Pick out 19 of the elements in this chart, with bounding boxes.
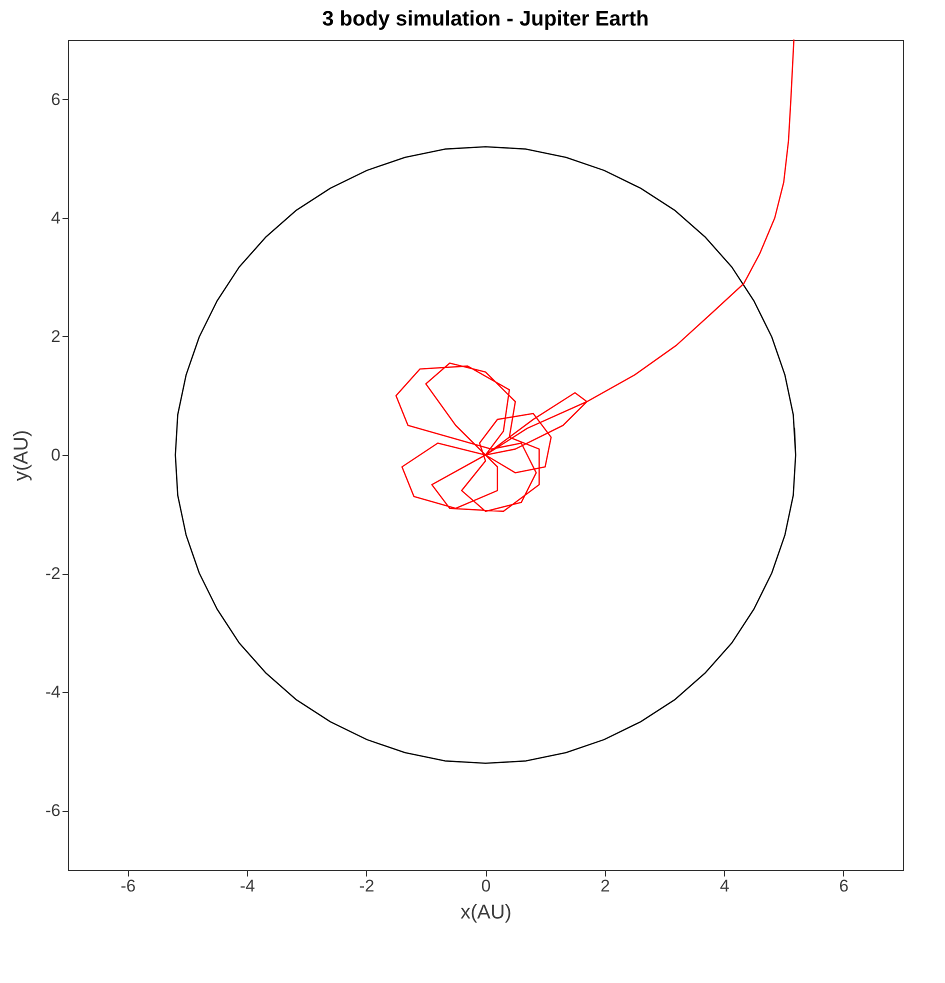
x-tick-label: 0 xyxy=(481,876,491,896)
x-tick-label: -4 xyxy=(240,876,255,896)
x-tick-label: 4 xyxy=(720,876,730,896)
x-tick-label: 2 xyxy=(600,876,610,896)
y-tick-label: -6 xyxy=(45,801,60,820)
y-tick-label: 0 xyxy=(51,446,60,464)
chart-title: 3 body simulation - Jupiter Earth xyxy=(322,7,649,30)
x-tick-label: -6 xyxy=(120,876,136,896)
x-axis-title: x(AU) xyxy=(460,902,512,924)
y-tick-label: 2 xyxy=(51,326,60,346)
x-tick-label: -2 xyxy=(359,876,374,896)
line-series xyxy=(395,39,795,512)
x-tick-label: 6 xyxy=(839,876,849,896)
y-axis-title: y(AU) xyxy=(10,430,32,482)
y-tick-label: -2 xyxy=(45,564,60,584)
y-tick-label: 4 xyxy=(51,208,60,228)
y-tick-label: -4 xyxy=(45,682,60,702)
y-tick-label: 6 xyxy=(51,90,60,109)
line-series xyxy=(174,146,796,764)
